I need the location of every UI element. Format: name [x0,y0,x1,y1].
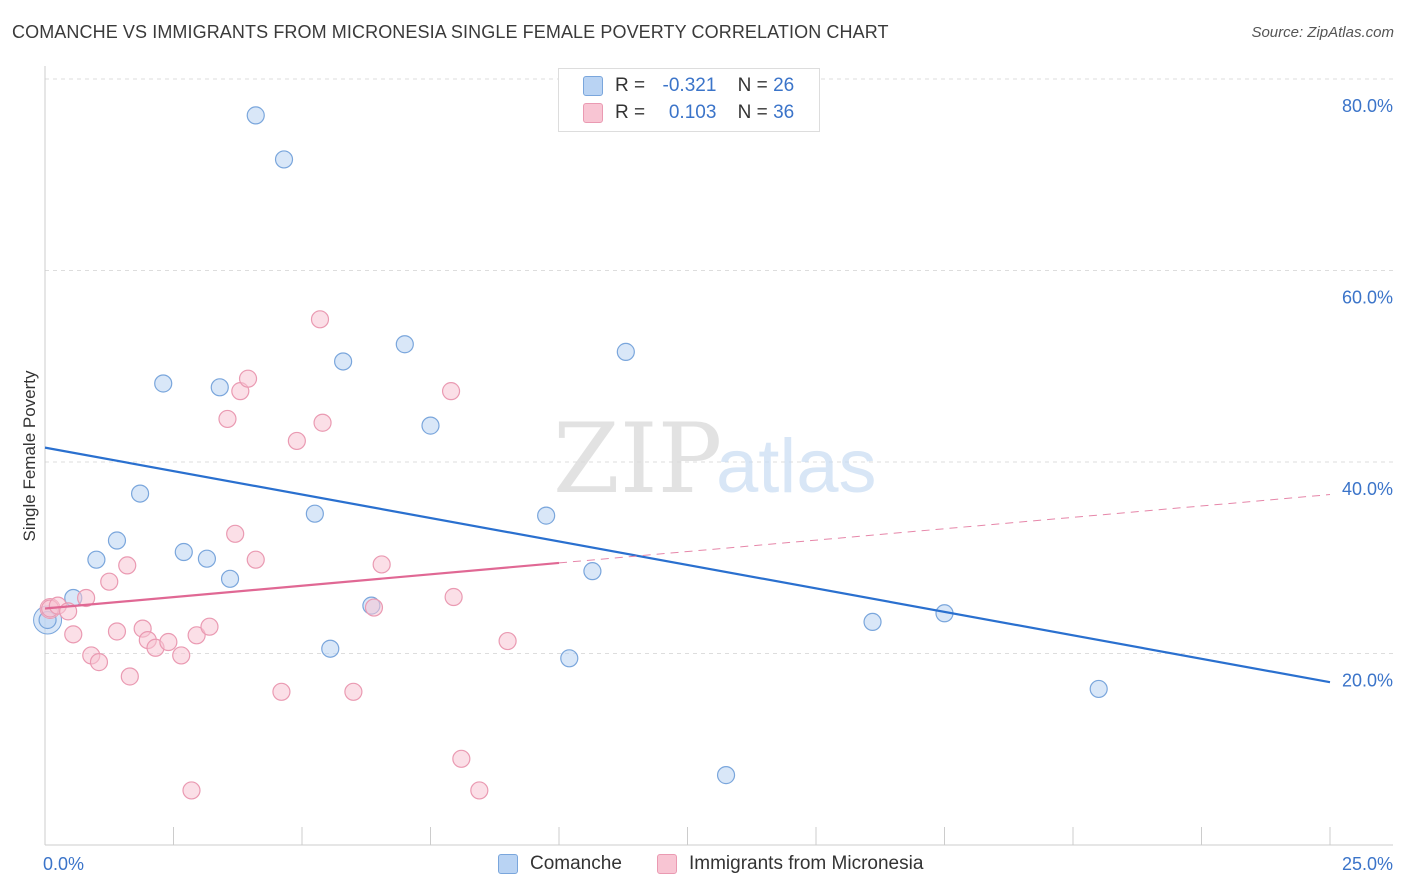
data-point [452,749,471,768]
x-tick-label-min: 0.0% [43,854,84,874]
x-tick-label-max: 25.0% [1342,854,1393,874]
data-point [334,352,353,371]
data-point [498,631,517,651]
source-credit: Source: ZipAtlas.com [1251,24,1394,41]
data-point [583,562,602,581]
y-tick-label: 80.0% [1342,96,1393,116]
legend-swatch-micronesia [583,103,603,123]
data-point [77,588,96,608]
data-point [107,531,127,550]
r-value: 0.103 [668,102,717,123]
data-point [120,667,139,686]
data-point [107,622,127,641]
data-point [246,106,265,125]
data-point [364,598,384,617]
r-value: -0.321 [662,75,717,96]
data-point [560,649,579,668]
bottom-legend-label: Immigrants from Micronesia [689,853,924,874]
data-point [118,556,137,575]
data-point [395,335,414,354]
tick-labels: 20.0% 40.0% 60.0% 80.0% 0.0% 25.0% [43,96,1393,874]
data-point [537,506,556,525]
legend-swatch-comanche [583,76,603,96]
data-point [305,504,324,523]
trend-line-micronesia-extension [558,494,1331,564]
y-tick-label: 20.0% [1342,671,1393,691]
data-point [200,617,219,636]
data-point [421,416,440,435]
y-tick-label: 40.0% [1342,479,1393,499]
r-label: R = [615,102,646,123]
bottom-legend-label: Comanche [530,853,622,874]
y-tick-label: 60.0% [1342,288,1393,308]
data-point [246,550,265,569]
data-point [218,409,237,429]
watermark-zip: ZIP [553,403,722,515]
data-point [274,150,294,169]
data-point [238,369,258,388]
chart-title: COMANCHE VS IMMIGRANTS FROM MICRONESIA S… [12,22,889,42]
data-point [310,310,330,329]
data-point [863,612,882,632]
data-point [220,569,240,588]
data-point [174,542,193,562]
series-micronesia-points [39,310,517,800]
data-point [616,342,635,361]
data-point [287,431,306,451]
data-point [100,572,119,591]
data-point [172,646,191,665]
data-point [64,625,83,644]
n-label: N = [737,102,768,123]
series-comanche-points [33,106,1108,785]
data-point [716,766,736,785]
watermark-atlas: atlas [716,424,877,509]
data-point [187,626,206,645]
trend-lines [44,446,1331,684]
data-point [1089,679,1108,699]
y-axis-label: Single Female Poverty [20,370,39,542]
data-point [441,382,461,401]
bottom-legend-micronesia: Immigrants from Micronesia [657,852,923,876]
grid-lines [45,78,1393,654]
data-point [154,374,173,393]
data-point [372,555,391,574]
n-value: 36 [773,102,795,123]
axes [44,66,1393,846]
data-point [197,549,217,568]
correlation-legend: R = -0.321 N = 26 R = 0.103 N = 36 [558,68,820,132]
trend-line-micronesia [44,561,560,610]
n-label: N = [737,75,768,96]
data-point [272,682,291,701]
bottom-swatch-comanche [498,854,518,874]
r-label: R = [615,75,646,96]
data-point [344,682,363,701]
data-point [313,413,332,432]
data-point [182,781,201,800]
bottom-legend-comanche: Comanche [498,852,622,876]
bottom-swatch-micronesia [657,854,677,874]
data-point [470,781,489,800]
legend-stats-micronesia: R = 0.103 N = 36 [615,102,794,124]
legend-stats-comanche: R = -0.321 N = 26 [615,75,794,97]
data-point [444,587,463,607]
data-point [87,550,106,569]
data-point [159,632,178,652]
data-point [210,378,229,397]
n-value: 26 [773,75,795,96]
trend-line-comanche [44,446,1331,684]
data-point [226,524,245,543]
data-point [321,639,340,658]
data-point [89,653,109,672]
data-point [130,484,150,503]
